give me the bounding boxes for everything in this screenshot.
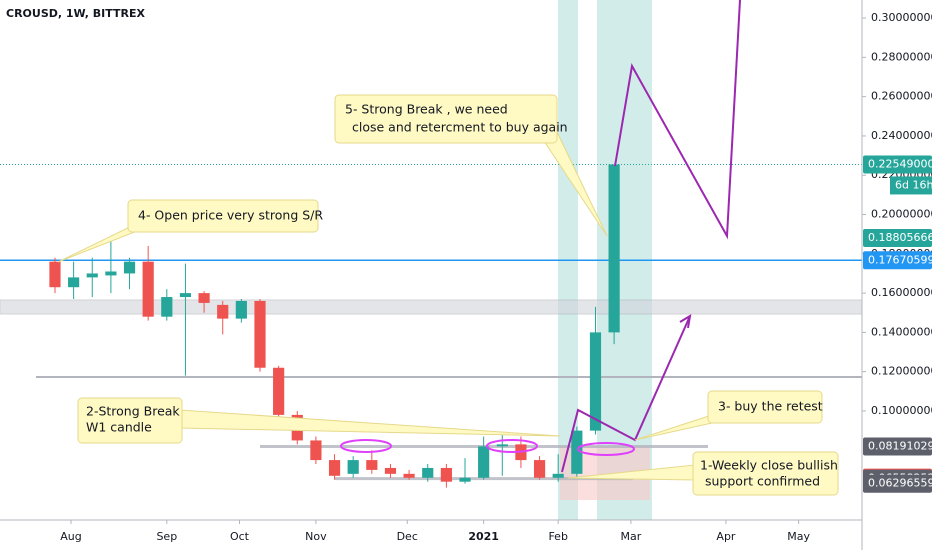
price-label: 0.18805666: [868, 231, 932, 244]
projection-path: [614, 0, 741, 240]
callout-text: 2-Strong Break: [86, 404, 180, 419]
countdown: 6d 16h: [895, 178, 932, 191]
highlight-ellipse: [577, 442, 635, 456]
axes-layer: 0.10000000 0.12000000 0.14000000 0.16000000…: [60, 11, 932, 543]
x-tick-label: Mar: [621, 530, 642, 543]
x-tick-label: 2021: [468, 530, 499, 543]
y-tick-label: 0.14000000: [871, 325, 932, 338]
callout-text: close and retercment to buy again: [352, 120, 568, 135]
candle-body: [366, 460, 378, 470]
candles-layer: [49, 164, 620, 488]
callout-box: [334, 94, 558, 144]
callout-box: [77, 397, 183, 444]
candle-body: [217, 304, 229, 319]
arrow-head: [679, 314, 692, 329]
callout-box: [707, 390, 823, 424]
y-tick-label: 0.24000000: [871, 129, 932, 142]
drawings: [340, 0, 741, 473]
callout-text: 3- buy the retest: [718, 399, 823, 414]
price-label-box: [863, 251, 932, 270]
price-label: 0.22549000: [868, 157, 932, 170]
y-tick-label: 0.12000000: [871, 365, 932, 378]
candle-body: [328, 460, 341, 476]
candle-body: [273, 367, 285, 415]
highlight-ellipse: [340, 439, 392, 453]
y-tick-label: 0.26000000: [871, 90, 932, 103]
candle-body: [478, 446, 490, 478]
candle-body: [254, 300, 266, 368]
x-tick-label: Apr: [716, 530, 736, 543]
chart-title: CROUSD, 1W, BITTREX: [6, 7, 146, 20]
candle-body: [235, 300, 247, 319]
x-tick-label: Aug: [60, 530, 81, 543]
price-label-box: [863, 437, 932, 456]
x-tick-label: Feb: [548, 530, 567, 543]
candle-body: [86, 273, 98, 278]
candle-body: [105, 271, 117, 276]
callout-text: support confirmed: [705, 474, 820, 489]
candle-body: [608, 164, 620, 333]
callout-text: 4- Open price very strong S/R: [138, 208, 323, 223]
candle-body: [161, 297, 173, 317]
highlight-ellipse: [486, 439, 538, 453]
callout-text: 1-Weekly close bullish: [700, 458, 838, 473]
callout-text: 5- Strong Break , we need: [345, 102, 508, 117]
candle-body: [459, 477, 471, 482]
callouts: 4- Open price very strong S/R 5- Strong …: [57, 94, 839, 496]
candle-body: [68, 277, 80, 288]
x-tick-label: Nov: [305, 530, 327, 543]
candle-body: [440, 467, 452, 482]
candle-body: [403, 473, 415, 478]
callout-box: [127, 199, 319, 233]
candle-body: [589, 332, 602, 431]
candle-body: [347, 460, 359, 474]
price-label-box: [863, 228, 932, 247]
price-label-box: [863, 155, 932, 174]
projection-path: [561, 315, 691, 473]
price-label-box: [863, 474, 932, 493]
price-label: 0.08191029: [868, 440, 932, 453]
x-tick-label: Dec: [397, 530, 418, 543]
price-label: 0.06296559: [868, 477, 932, 490]
y-tick-label: 0.30000000: [871, 11, 932, 24]
candle-body: [142, 261, 154, 317]
x-tick-label: Sep: [156, 530, 177, 543]
callout-box: [692, 451, 839, 496]
candle-body: [533, 460, 546, 478]
price-label: 0.17670599: [868, 253, 932, 266]
candle-body: [571, 430, 583, 474]
candle-body: [49, 261, 61, 288]
y-tick-label: 0.28000000: [871, 50, 932, 63]
x-tick-label: Oct: [230, 530, 250, 543]
y-tick-label: 0.16000000: [871, 286, 932, 299]
candle-body: [384, 467, 397, 474]
candle-body: [198, 293, 210, 303]
candle-body: [310, 440, 322, 461]
x-tick-label: May: [787, 530, 810, 543]
callout-text: W1 candle: [86, 420, 152, 435]
resistance-band: [0, 299, 863, 315]
candle-body: [179, 293, 192, 298]
y-tick-label: 0.10000000: [871, 404, 932, 417]
y-tick-label: 0.20000000: [871, 208, 932, 221]
candle-body: [552, 473, 564, 478]
candle-body: [496, 444, 508, 447]
candle-body: [123, 261, 136, 274]
countdown-box: [890, 176, 932, 195]
candle-body: [422, 467, 434, 478]
